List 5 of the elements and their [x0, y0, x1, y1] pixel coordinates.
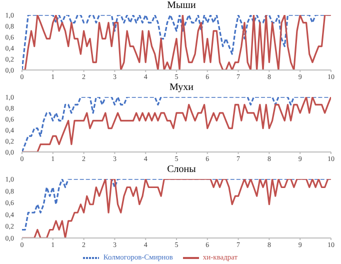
chart-title: Мыши: [166, 0, 197, 12]
line-series: [22, 97, 331, 152]
line-series: [22, 15, 331, 70]
chart-title: Мухи: [168, 82, 194, 94]
chart-title: Слоны: [166, 164, 197, 176]
